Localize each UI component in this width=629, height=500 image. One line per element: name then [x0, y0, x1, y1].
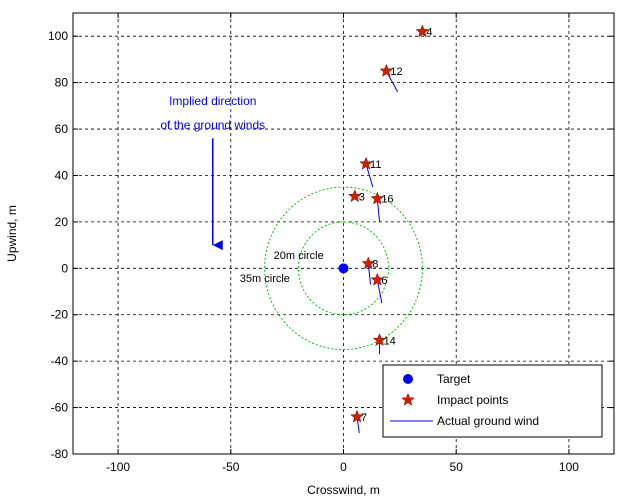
impact-label-12: 12 [390, 66, 402, 78]
impact-label-7: 7 [361, 412, 367, 424]
impact-point-7 [350, 409, 364, 423]
circle-label-35m: 35m circle [240, 273, 290, 285]
y-tick-label-7: 60 [55, 122, 69, 136]
impact-point-11 [359, 156, 373, 170]
legend-marker-impact [401, 392, 415, 406]
wind-vector-6 [376, 279, 383, 304]
annotation-line-1: Implied direction [169, 94, 256, 108]
wind-vector-11 [365, 163, 374, 188]
circle-labels: 20m circle 35m circle [240, 250, 324, 285]
legend-box [382, 364, 603, 438]
y-tick-label-0: -80 [51, 447, 69, 461]
y-tick-labels: -80 -60 -40 -20 0 20 40 60 80 100 [48, 29, 614, 461]
impact-point-6 [370, 272, 385, 286]
impact-point-16 [370, 191, 385, 205]
range-circles [264, 186, 423, 351]
x-tick-labels: -100 -50 0 50 100 [106, 13, 579, 474]
y-tick-label-9: 100 [48, 29, 68, 43]
impact-point-14 [372, 333, 387, 347]
impact-label-3: 3 [359, 191, 365, 203]
impact-points [347, 24, 430, 423]
y-tick-label-6: 40 [55, 168, 69, 182]
x-tick-label-0: -100 [106, 460, 130, 474]
x-axis-title: Crosswind, m [307, 483, 380, 497]
circle-label-20m: 20m circle [274, 250, 324, 262]
impact-point-4 [415, 24, 430, 38]
x-tick-label-3: 50 [450, 460, 464, 474]
legend-label-2: Actual ground wind [437, 414, 539, 428]
wind-vector-16 [376, 198, 381, 222]
y-tick-label-8: 80 [55, 76, 69, 90]
impact-label-8: 8 [372, 259, 378, 271]
wind-annotation: Implied direction of the ground winds [160, 94, 265, 251]
legend-label-0: Target [437, 372, 471, 386]
impact-point-12 [379, 63, 394, 77]
legend: Target Impact points Actual ground wind [382, 364, 603, 438]
legend-label-1: Impact points [437, 393, 508, 407]
impact-label-6: 6 [381, 275, 387, 287]
x-tick-label-2: 0 [340, 460, 347, 474]
impact-point-8 [361, 256, 376, 270]
impact-label-11: 11 [370, 159, 381, 171]
y-tick-label-5: 20 [55, 215, 69, 229]
range-circle-35m [264, 186, 423, 351]
y-tick-label-3: -20 [51, 308, 69, 322]
y-tick-label-2: -40 [51, 354, 69, 368]
impact-label-4: 4 [426, 27, 432, 39]
impact-label-16: 16 [381, 194, 393, 206]
y-axis-title: Upwind, m [5, 205, 19, 262]
point-labels: 4 12 11 3 16 86 14 7 [359, 27, 433, 424]
y-tick-label-1: -60 [51, 401, 69, 415]
x-tick-label-4: 100 [559, 460, 579, 474]
x-tick-label-1: -50 [222, 460, 240, 474]
target-marker-group [338, 263, 349, 274]
range-circle-20m [297, 221, 390, 316]
target-marker [338, 263, 349, 274]
legend-marker-target [403, 374, 413, 384]
wind-vector-8 [367, 263, 372, 285]
impact-label-14: 14 [384, 335, 396, 347]
annotation-line-2: of the ground winds [160, 118, 265, 132]
impact-point-3 [347, 189, 362, 203]
y-tick-label-4: 0 [61, 261, 68, 275]
